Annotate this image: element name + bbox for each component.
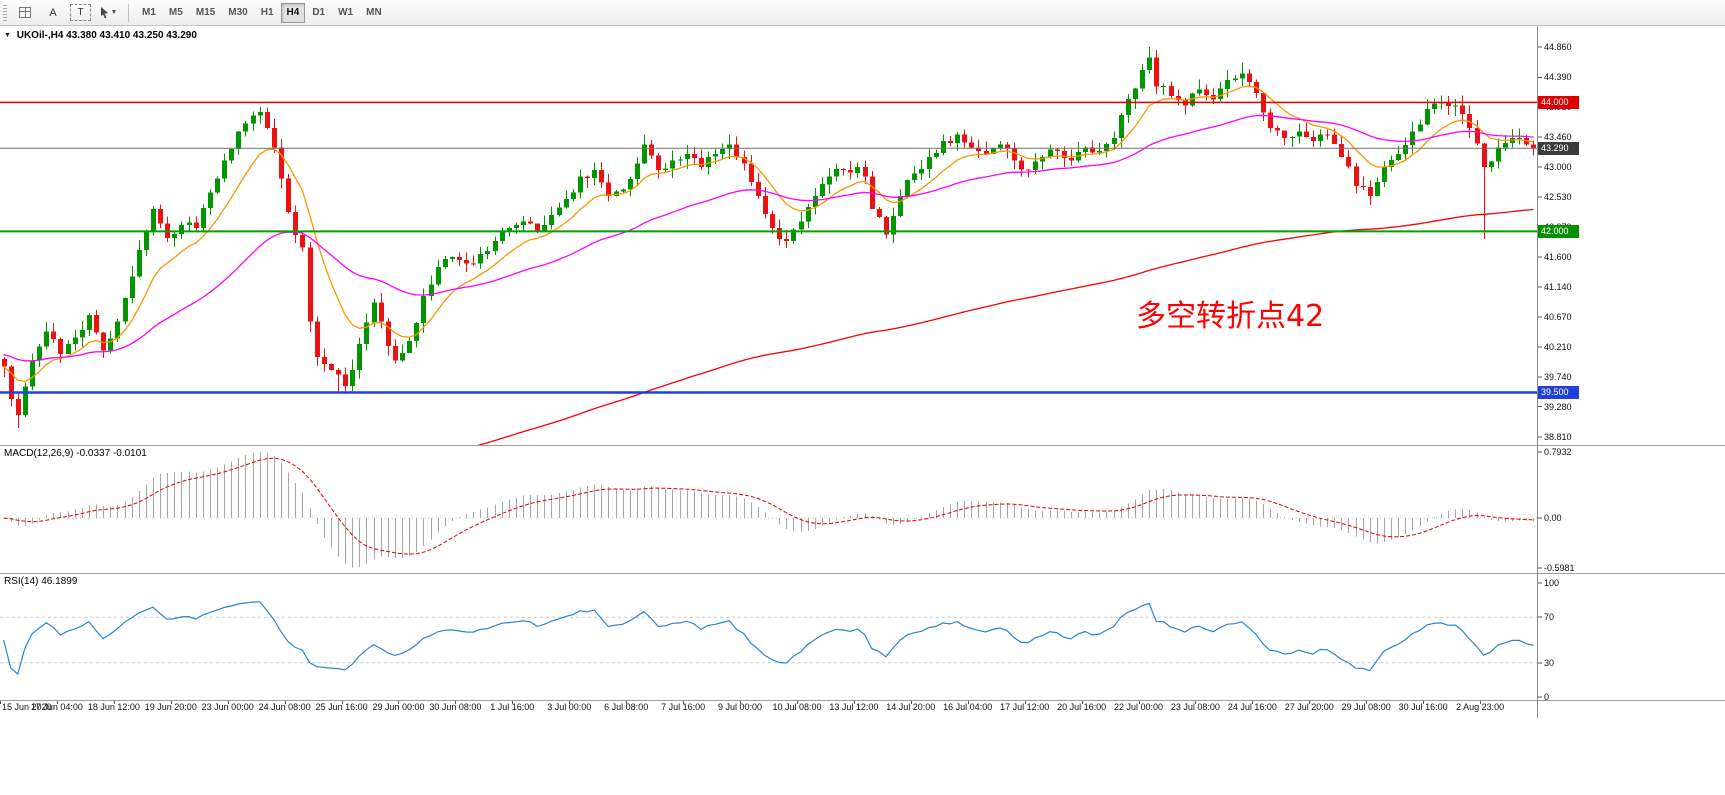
timeframe-button-h1[interactable]: H1: [260, 6, 274, 18]
time-axis-label: 15 Jun 2020: [2, 702, 52, 712]
time-axis-label: 16 Jul 04:00: [943, 702, 993, 712]
timeframe-button-h4[interactable]: H4: [280, 2, 306, 23]
chart-annotation-text[interactable]: 多空转折点42: [1136, 299, 1325, 334]
cursor-icon: [100, 7, 108, 19]
time-axis-label: 23 Jun 00:00: [201, 702, 254, 712]
time-axis-label: 7 Jul 16:00: [661, 702, 706, 712]
rsi-title: RSI(14) 46.1899: [4, 576, 77, 587]
ohlc-high: 43.410: [99, 30, 131, 41]
rsi-scale-label: 100: [1544, 578, 1560, 588]
macd-value-signal: -0.0101: [112, 448, 147, 459]
macd-title: MACD(12,26,9) -0.0337 -0.0101: [4, 448, 147, 459]
macd-label: MACD(12,26,9): [4, 448, 74, 459]
macd-scale-label: -0.5981: [1544, 563, 1575, 573]
annotation-tool-label: A: [49, 6, 57, 19]
time-axis-label: 3 Jul 00:00: [547, 702, 592, 712]
price-scale-label: 39.740: [1544, 372, 1572, 382]
time-axis-label: 24 Jun 08:00: [258, 702, 311, 712]
toolbar-grip[interactable]: [3, 4, 7, 21]
time-axis-label: 17 Jun 04:00: [30, 702, 83, 712]
toolbar: A T ▼ M1 M5 M15 M30 H1 H4 D1 W1 MN: [0, 0, 1725, 26]
text-tool-label: T: [77, 7, 84, 18]
ohlc-low: 43.250: [132, 30, 164, 41]
time-axis-label: 27 Jul 20:00: [1284, 702, 1334, 712]
price-scale-label: 44.390: [1544, 72, 1572, 83]
timeframe-button-m15[interactable]: M15: [195, 6, 216, 18]
toolbar-separator: [128, 3, 129, 22]
text-tool-button[interactable]: T: [70, 4, 91, 21]
time-axis-label: 10 Jul 08:00: [772, 702, 822, 712]
timeframe-toolbar: M1 M5 M15 M30 H1 H4 D1 W1 MN: [136, 2, 388, 23]
time-axis-label: 30 Jul 16:00: [1398, 702, 1448, 712]
time-axis-label: 30 Jun 08:00: [429, 702, 482, 712]
price-badge-44.000: 44.000: [1538, 95, 1579, 109]
timeframe-button-m5[interactable]: M5: [168, 6, 183, 18]
time-axis-label: 1 Jul 16:00: [490, 702, 535, 712]
collapse-triangle-icon[interactable]: ▼: [4, 32, 11, 39]
macd-value-main: -0.0337: [76, 448, 111, 459]
price-scale-label: 43.460: [1544, 132, 1572, 143]
price-scale-label: 38.810: [1544, 432, 1572, 442]
chart-title: ▼ UKOil-,H4 43.380 43.410 43.250 43.290: [4, 30, 197, 41]
chevron-down-icon: ▼: [110, 9, 118, 16]
time-axis-label: 24 Jul 16:00: [1227, 702, 1277, 712]
ohlc-close: 43.290: [166, 30, 197, 41]
panel-separator-rsi[interactable]: [0, 573, 1725, 574]
chart-grid-button[interactable]: [12, 2, 38, 24]
time-axis-label: 18 Jun 12:00: [87, 702, 140, 712]
timeframe-button-w1[interactable]: W1: [338, 6, 354, 18]
price-scale-label: 39.280: [1544, 401, 1572, 412]
time-axis-label: 20 Jul 16:00: [1057, 702, 1107, 712]
time-axis-label: 17 Jul 12:00: [1000, 702, 1050, 712]
time-axis-label: 29 Jun 00:00: [372, 702, 425, 712]
time-axis-label: 13 Jul 12:00: [829, 702, 879, 712]
price-scale-label: 40.210: [1544, 341, 1572, 352]
timeframe-button-m1[interactable]: M1: [142, 6, 156, 18]
annotation-tool-button[interactable]: A: [40, 2, 66, 24]
price-scale-label: 41.600: [1544, 252, 1572, 263]
rsi-value: 46.1899: [41, 576, 78, 587]
macd-scale-label: 0.7932: [1544, 447, 1572, 457]
rsi-scale-label: 0: [1544, 692, 1550, 702]
time-axis-label: 25 Jun 16:00: [315, 702, 368, 712]
time-axis-label: 29 Jul 08:00: [1341, 702, 1391, 712]
price-scale-label: 42.530: [1544, 192, 1572, 203]
time-axis-label: 23 Jul 08:00: [1170, 702, 1220, 712]
panel-separator-timeaxis: [0, 700, 1725, 701]
price-badge-42.000: 42.000: [1538, 224, 1579, 238]
timeframe-button-mn[interactable]: MN: [366, 6, 382, 18]
price-scale-label: 43.000: [1544, 161, 1572, 172]
price-badge-43.290: 43.290: [1538, 141, 1579, 155]
ohlc-open: 43.380: [66, 30, 97, 41]
cursor-tool-button[interactable]: ▼: [95, 2, 121, 24]
symbol-period-label: UKOil-,H4: [16, 30, 64, 41]
price-scale-label: 44.860: [1544, 42, 1572, 52]
timeframe-button-d1[interactable]: D1: [312, 6, 326, 18]
price-scale-separator: [1537, 26, 1538, 718]
time-axis-label: 14 Jul 20:00: [886, 702, 936, 712]
timeframe-button-m30[interactable]: M30: [228, 6, 248, 18]
macd-scale-label: 0.00: [1544, 513, 1562, 524]
price-badge-39.500: 39.500: [1538, 386, 1579, 399]
time-axis-label: 6 Jul 08:00: [604, 702, 649, 712]
time-axis-label: 22 Jul 00:00: [1113, 702, 1164, 712]
grid-icon: [19, 7, 31, 18]
rsi-scale-label: 30: [1544, 657, 1555, 668]
price-scale-label: 41.140: [1544, 281, 1572, 292]
time-axis-label: 9 Jul 00:00: [717, 702, 763, 712]
time-axis-label: 2 Aug 23:00: [1456, 702, 1505, 712]
panel-separator-macd[interactable]: [0, 445, 1725, 446]
time-axis-label: 19 Jun 20:00: [144, 702, 197, 712]
price-scale-label: 40.670: [1544, 312, 1572, 323]
rsi-label: RSI(14): [4, 576, 39, 587]
rsi-scale-label: 70: [1544, 612, 1555, 623]
